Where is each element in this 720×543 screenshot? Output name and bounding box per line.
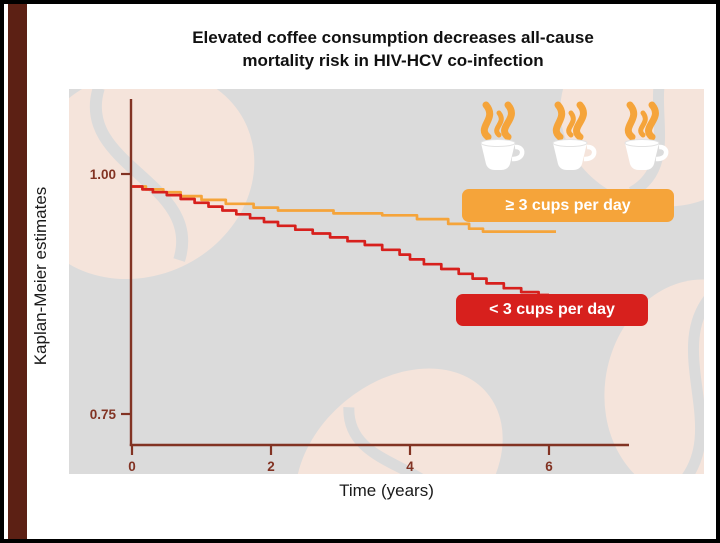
series-line-low [132, 185, 549, 297]
legend-low-badge: < 3 cups per day [456, 294, 648, 326]
steam-icon [645, 101, 659, 141]
coffee-bean-shape [560, 89, 704, 207]
x-axis-title: Time (years) [339, 481, 434, 500]
y-tick-label: 0.75 [90, 407, 117, 422]
coffee-bean-background [69, 89, 704, 474]
steam-icon [566, 110, 576, 138]
cup-handle [511, 144, 525, 162]
cup-handle [655, 144, 669, 162]
steam-icon [638, 110, 648, 138]
steam-icon [624, 101, 638, 141]
cup-rim [552, 139, 588, 147]
cup-handle [583, 144, 597, 162]
cup-rim [624, 139, 660, 147]
x-tick-label: 4 [406, 459, 414, 474]
left-accent-strip [8, 4, 27, 539]
coffee-cup-icon [480, 101, 525, 170]
steam-icon [494, 110, 504, 138]
x-tick-label: 6 [545, 459, 553, 474]
chart-title: Elevated coffee consumption decreases al… [94, 26, 692, 73]
km-chart-svg: 1.00 0.75 0 2 4 6 [90, 99, 629, 474]
coffee-bean-shape [69, 89, 255, 280]
steam-icon [501, 101, 515, 141]
y-axis-title: Kaplan-Meier estimates [31, 186, 50, 366]
coffee-bean-shape [295, 368, 503, 474]
y-tick-label: 1.00 [90, 167, 116, 182]
chart-title-line1: Elevated coffee consumption decreases al… [192, 28, 594, 47]
steam-icon [552, 101, 566, 141]
x-tick-label: 2 [267, 459, 275, 474]
coffee-bean-shape [604, 279, 704, 474]
series-line-high [132, 185, 556, 233]
plot-area: 1.00 0.75 0 2 4 6 [69, 89, 704, 474]
cup-rim [480, 139, 516, 147]
cup-body [481, 143, 515, 170]
x-tick-label: 0 [128, 459, 136, 474]
steam-icon [573, 101, 587, 141]
steam-icon [480, 101, 494, 141]
legend-high-badge: ≥ 3 cups per day [462, 189, 674, 222]
chart-title-line2: mortality risk in HIV-HCV co-infection [242, 51, 544, 71]
cup-body [625, 143, 659, 170]
coffee-cup-icon [624, 101, 669, 170]
coffee-cup-icon [552, 101, 597, 170]
cup-body [553, 143, 587, 170]
coffee-cups-group [468, 93, 674, 181]
